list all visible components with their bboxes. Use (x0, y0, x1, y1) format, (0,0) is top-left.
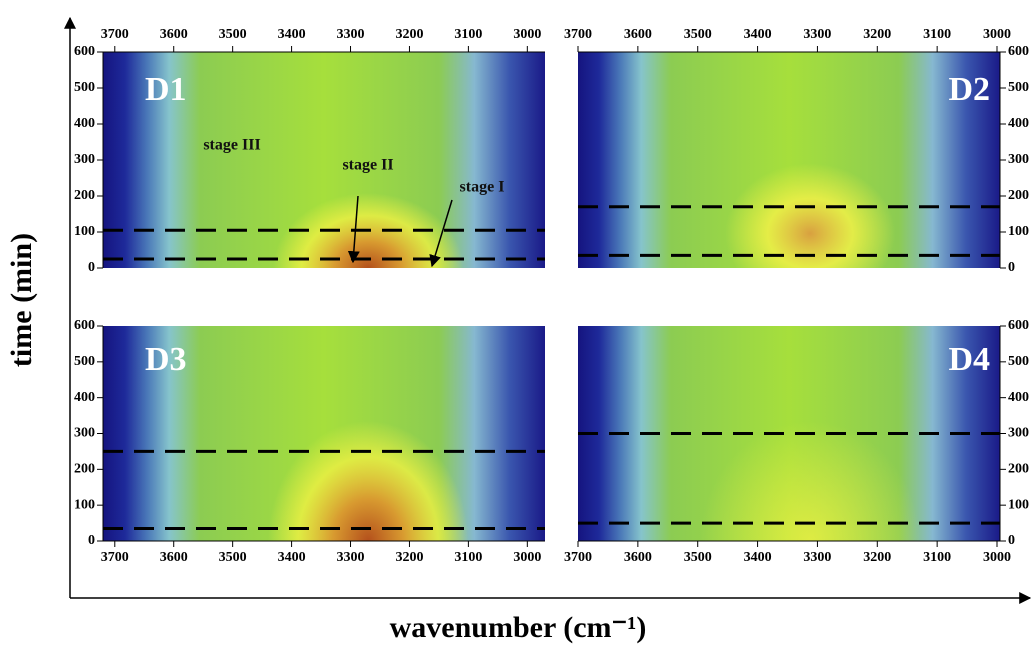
y-tick-label: 300 (1008, 426, 1029, 441)
x-tick-label: 3100 (923, 550, 951, 565)
y-tick-label: 600 (74, 318, 95, 333)
y-tick-label: 400 (1008, 390, 1029, 405)
x-tick-label: 3700 (101, 550, 129, 565)
y-tick-label: 500 (74, 354, 95, 369)
x-tick-label: 3600 (624, 27, 652, 42)
y-tick-label: 500 (1008, 80, 1029, 95)
x-tick-label: 3400 (278, 27, 306, 42)
x-tick-label: 3200 (863, 27, 891, 42)
y-tick-label: 0 (1008, 533, 1015, 548)
heatmap-hotspot (700, 421, 921, 541)
y-tick-label: 100 (1008, 224, 1029, 239)
x-tick-label: 3000 (983, 550, 1011, 565)
y-tick-label: 200 (1008, 188, 1029, 203)
y-tick-label: 600 (1008, 44, 1029, 59)
x-tick-label: 3700 (564, 27, 592, 42)
heatmap-hotspot (273, 193, 464, 268)
y-tick-label: 500 (1008, 354, 1029, 369)
panel: 3700 3600 3500 3400 3300 3200 3100 3000 0 100 200 3… (564, 318, 1029, 565)
x-tick-label: 3400 (744, 27, 772, 42)
y-axis-label: time (min) (5, 233, 38, 367)
x-tick-label: 3300 (337, 550, 365, 565)
y-tick-label: 400 (74, 390, 95, 405)
x-tick-label: 3200 (863, 550, 891, 565)
y-tick-label: 600 (74, 44, 95, 59)
x-tick-label: 3300 (803, 550, 831, 565)
x-tick-label: 3600 (160, 27, 188, 42)
x-tick-label: 3500 (684, 27, 712, 42)
panel-label: D1 (145, 71, 187, 108)
x-tick-label: 3300 (803, 27, 831, 42)
x-tick-label: 3000 (983, 27, 1011, 42)
y-tick-label: 500 (74, 80, 95, 95)
annotation-arrow (429, 199, 453, 268)
x-tick-label: 3200 (395, 550, 423, 565)
y-tick-label: 100 (74, 497, 95, 512)
x-tick-label: 3100 (454, 550, 482, 565)
y-tick-label: 100 (74, 224, 95, 239)
y-tick-label: 400 (74, 116, 95, 131)
y-tick-label: 0 (88, 260, 95, 275)
x-tick-label: 3400 (744, 550, 772, 565)
y-tick-label: 300 (74, 152, 95, 167)
panel-label: D4 (948, 341, 990, 378)
x-axis-label: wavenumber (cm⁻¹) (390, 611, 647, 644)
panel-label: D3 (145, 341, 187, 378)
x-tick-label: 3400 (278, 550, 306, 565)
x-tick-label: 3600 (624, 550, 652, 565)
x-tick-label: 3000 (513, 550, 541, 565)
panel-label: D2 (948, 71, 990, 108)
x-tick-label: 3000 (513, 27, 541, 42)
x-tick-label: 3700 (101, 27, 129, 42)
panel: 3700 3600 3500 3400 3300 3200 3100 3000 0 100 200 3… (564, 27, 1029, 275)
x-tick-label: 3500 (219, 27, 247, 42)
y-tick-label: 200 (74, 188, 95, 203)
y-tick-label: 0 (1008, 260, 1015, 275)
y-tick-label: 300 (74, 426, 95, 441)
x-tick-label: 3200 (395, 27, 423, 42)
y-tick-label: 600 (1008, 318, 1029, 333)
x-tick-label: 3500 (219, 550, 247, 565)
y-tick-label: 300 (1008, 152, 1029, 167)
x-tick-label: 3100 (454, 27, 482, 42)
y-tick-label: 100 (1008, 497, 1029, 512)
panel: 3700 3600 3500 3400 3300 3200 3100 3000 0 100 200 3… (74, 27, 545, 275)
y-tick-label: 200 (74, 462, 95, 477)
y-tick-label: 400 (1008, 116, 1029, 131)
x-tick-label: 3100 (923, 27, 951, 42)
panel: 3700 3600 3500 3400 3300 3200 3100 3000 0 100 200 3… (74, 318, 545, 565)
y-tick-label: 200 (1008, 462, 1029, 477)
x-tick-label: 3300 (337, 27, 365, 42)
annotation: stage I (460, 179, 505, 196)
heatmap-hotspot (725, 163, 896, 268)
x-tick-label: 3600 (160, 550, 188, 565)
annotation-arrow (347, 195, 360, 264)
panels: 3700 3600 3500 3400 3300 3200 3100 300001002003… (74, 27, 1029, 565)
annotation: stage II (342, 157, 393, 174)
x-tick-label: 3500 (684, 550, 712, 565)
y-tick-label: 0 (88, 533, 95, 548)
annotation: stage III (203, 137, 260, 154)
x-tick-label: 3700 (564, 550, 592, 565)
